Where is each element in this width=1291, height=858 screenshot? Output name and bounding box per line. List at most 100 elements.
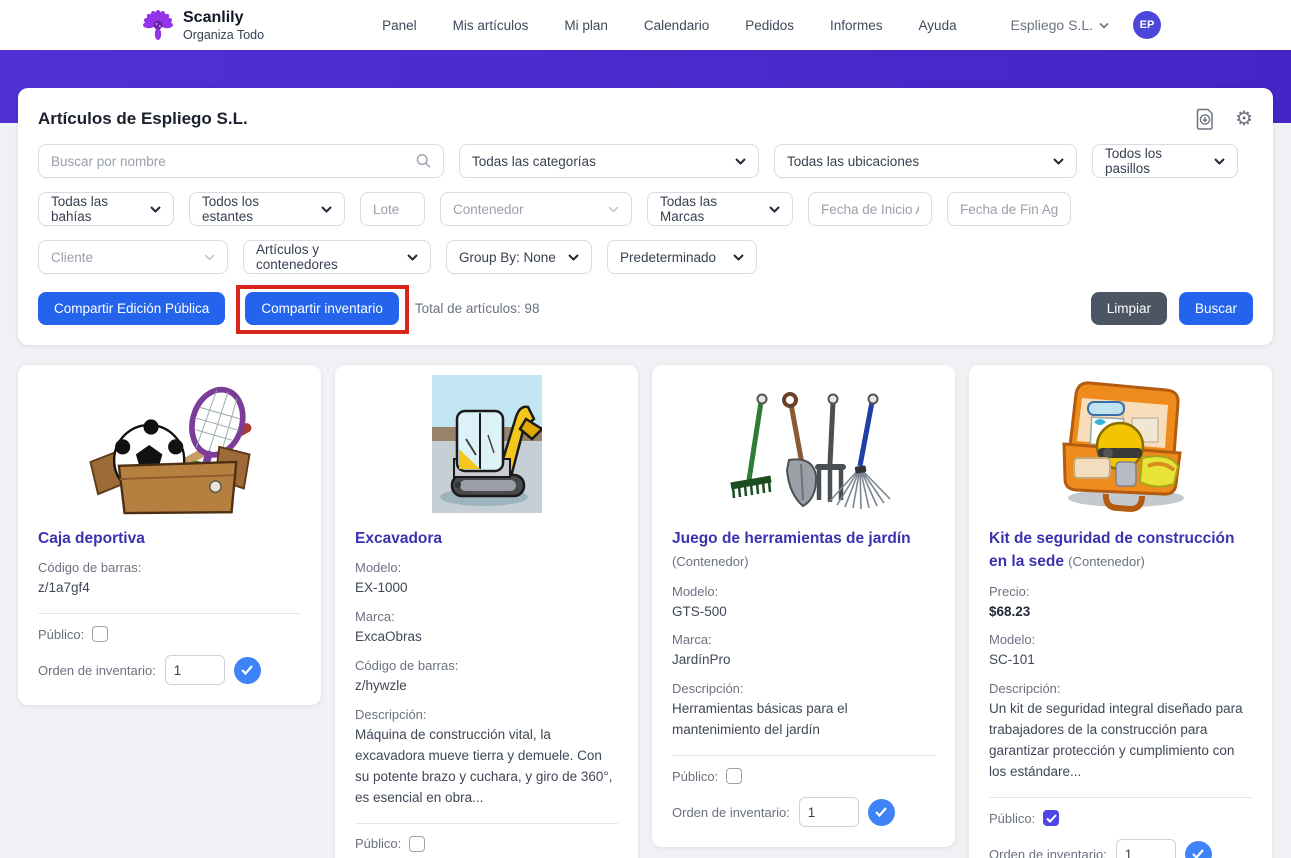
nav-item-mis-articulos[interactable]: Mis artículos — [452, 17, 529, 33]
container-tag: (Contenedor) — [1068, 554, 1145, 570]
confirm-check-button[interactable] — [867, 798, 895, 826]
publico-checkbox[interactable] — [726, 768, 743, 785]
filter-panel: Artículos de Espliego S.L. ⚙︎ Todas las … — [18, 88, 1273, 345]
items-grid: Caja deportiva Código de barras: z/1a7gf… — [18, 365, 1273, 858]
item-image-safety-kit[interactable] — [989, 373, 1252, 515]
orden-input[interactable] — [798, 797, 859, 828]
total-items-text: Total de artículos: 98 — [414, 301, 540, 316]
item-title-link[interactable]: Caja deportiva — [38, 530, 145, 547]
chevron-down-icon — [733, 253, 744, 261]
limpiar-button[interactable]: Limpiar — [1090, 292, 1167, 325]
chevron-down-icon — [608, 206, 619, 212]
orden-label: Orden de inventario: — [38, 662, 156, 678]
select-ubicaciones[interactable]: Todas las ubicaciones — [774, 144, 1077, 178]
search-input-wrapper — [38, 144, 444, 178]
divider — [355, 822, 618, 824]
select-pasillos[interactable]: Todos los pasillos — [1092, 144, 1238, 178]
avatar[interactable]: EP — [1133, 11, 1161, 39]
confirm-check-button[interactable] — [233, 656, 261, 684]
item-image-excavator[interactable] — [355, 373, 618, 515]
lote-input-wrapper — [360, 192, 425, 226]
chevron-down-icon — [769, 205, 780, 213]
field-value: Máquina de construcción vital, la excava… — [355, 727, 613, 805]
select-ubicaciones-value: Todas las ubicaciones — [787, 153, 920, 169]
brand-tagline: Organiza Todo — [183, 27, 265, 42]
field-label: Modelo: — [672, 583, 719, 599]
nav-item-calendario[interactable]: Calendario — [643, 17, 710, 33]
select-cliente-placeholder: Cliente — [51, 249, 94, 265]
nav-item-pedidos[interactable]: Pedidos — [745, 17, 795, 33]
publico-checkbox[interactable] — [409, 835, 426, 852]
field-value: ExcaObras — [355, 629, 422, 645]
item-title-text: Juego de herramientas de jardín — [672, 530, 911, 547]
field-label: Código de barras: — [355, 658, 459, 674]
confirm-check-button[interactable] — [1184, 840, 1212, 858]
select-group-by-value: Group By: None — [459, 249, 556, 265]
select-categorias-value: Todas las categorías — [472, 153, 596, 169]
select-contenedor[interactable]: Contenedor — [440, 192, 632, 226]
select-marcas[interactable]: Todas las Marcas — [647, 192, 793, 226]
select-tipo[interactable]: Artículos y contenedores — [243, 240, 431, 274]
publico-checkbox[interactable] — [92, 626, 109, 643]
lote-input[interactable] — [373, 201, 412, 217]
select-contenedor-placeholder: Contenedor — [453, 201, 524, 217]
select-bahias[interactable]: Todas las bahías — [38, 192, 174, 226]
field-label: Código de barras: — [38, 560, 142, 576]
brand[interactable]: Scanlily Organiza Todo — [143, 8, 265, 42]
select-estantes[interactable]: Todos los estantes — [189, 192, 345, 226]
export-download-icon[interactable] — [1195, 108, 1215, 130]
nav-item-mi-plan[interactable]: Mi plan — [564, 17, 608, 33]
publico-label: Público: — [989, 810, 1036, 826]
publico-label: Público: — [672, 768, 719, 784]
buscar-button[interactable]: Buscar — [1178, 292, 1253, 325]
field-value: z/1a7gf4 — [38, 580, 90, 596]
top-navbar: Scanlily Organiza Todo Panel Mis artícul… — [0, 0, 1291, 50]
select-orden-value: Predeterminado — [620, 249, 717, 265]
nav-item-informes[interactable]: Informes — [830, 17, 883, 33]
compartir-inventario-button[interactable]: Compartir inventario — [245, 292, 399, 325]
publico-label: Público: — [38, 626, 85, 642]
item-title-text: Kit de seguridad de construcción en la s… — [989, 530, 1235, 571]
compartir-edicion-publica-button[interactable]: Compartir Edición Pública — [38, 292, 226, 325]
publico-label: Público: — [355, 836, 402, 852]
select-tipo-value: Artículos y contenedores — [256, 242, 338, 272]
item-image-garden-tools[interactable] — [672, 373, 935, 515]
select-orden[interactable]: Predeterminado — [607, 240, 757, 274]
fecha-inicio-input[interactable] — [821, 201, 919, 217]
item-title-link[interactable]: Juego de herramientas de jardín (Contene… — [672, 527, 935, 574]
chevron-down-icon — [568, 253, 579, 261]
select-group-by[interactable]: Group By: None — [446, 240, 592, 274]
select-categorias[interactable]: Todas las categorías — [459, 144, 759, 178]
chevron-down-icon — [1099, 22, 1109, 29]
item-title-link[interactable]: Excavadora — [355, 530, 443, 547]
nav-item-ayuda[interactable]: Ayuda — [918, 17, 957, 33]
field-value-precio: $68.23 — [989, 603, 1031, 619]
select-bahias-value: Todas las bahías — [51, 194, 109, 224]
item-card-herramientas-jardin: Juego de herramientas de jardín (Contene… — [652, 365, 955, 848]
orden-input[interactable] — [164, 655, 225, 686]
item-title-link[interactable]: Kit de seguridad de construcción en la s… — [989, 527, 1252, 574]
item-image-sports-box[interactable] — [38, 373, 301, 515]
fecha-fin-input[interactable] — [960, 201, 1058, 217]
publico-checkbox[interactable] — [1043, 810, 1060, 827]
brand-name: Scanlily — [183, 9, 244, 27]
chevron-down-icon — [735, 157, 746, 165]
nav-item-panel[interactable]: Panel — [382, 17, 417, 33]
scanlily-logo-icon — [143, 10, 173, 40]
chevron-down-icon — [407, 253, 418, 261]
field-value: EX-1000 — [355, 580, 408, 596]
chevron-down-icon — [150, 205, 161, 213]
divider — [989, 797, 1252, 799]
orden-label: Orden de inventario: — [989, 846, 1107, 858]
field-value: JardínPro — [672, 652, 731, 668]
nav-links: Panel Mis artículos Mi plan Calendario P… — [382, 18, 957, 33]
field-label: Descripción: — [355, 707, 427, 723]
field-label: Precio: — [989, 583, 1030, 599]
settings-gear-icon[interactable]: ⚙︎ — [1235, 108, 1253, 130]
orden-input[interactable] — [1115, 839, 1176, 858]
search-input[interactable] — [51, 153, 416, 169]
account-menu[interactable]: Espliego S.L. — [1011, 17, 1110, 33]
chevron-down-icon — [204, 254, 215, 260]
search-icon — [416, 154, 431, 168]
select-cliente[interactable]: Cliente — [38, 240, 228, 274]
